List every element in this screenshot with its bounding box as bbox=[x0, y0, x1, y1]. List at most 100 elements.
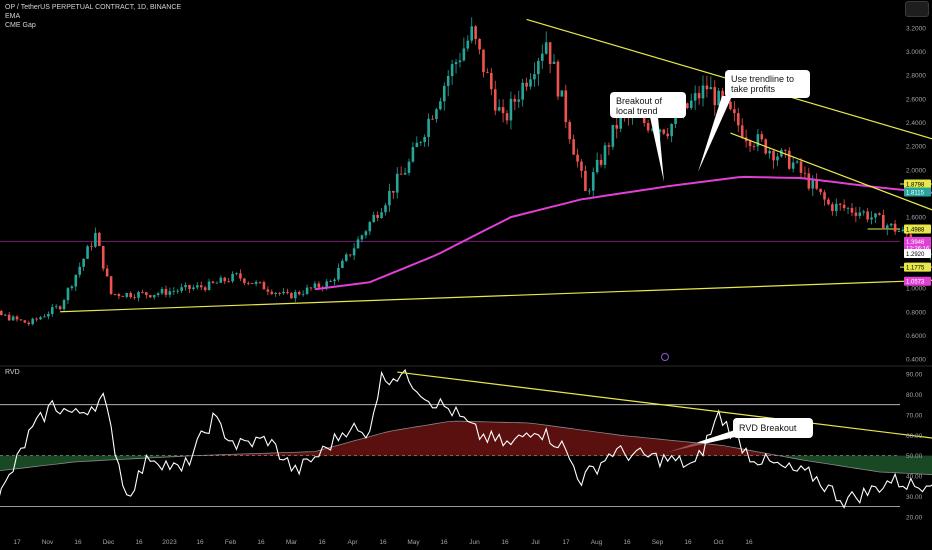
price-tick-label: 2.6000 bbox=[906, 96, 926, 103]
candle bbox=[352, 242, 356, 260]
candle bbox=[419, 140, 423, 146]
candle-body bbox=[729, 101, 732, 110]
candle-body bbox=[803, 172, 807, 174]
candle bbox=[344, 252, 348, 263]
candle bbox=[701, 75, 705, 107]
candle-body bbox=[756, 134, 760, 147]
candle-body bbox=[145, 292, 148, 296]
price-tick-label: 1.0000 bbox=[906, 286, 926, 293]
candle-body bbox=[246, 283, 250, 284]
candle-body bbox=[591, 172, 595, 191]
candle-body bbox=[243, 278, 246, 284]
candle-body bbox=[466, 40, 470, 49]
candle bbox=[752, 143, 756, 151]
candle bbox=[266, 286, 270, 296]
cme-gap-indicator-label[interactable]: CME Gap bbox=[5, 22, 36, 29]
settings-button[interactable] bbox=[905, 1, 929, 17]
time-tick-label: Dec bbox=[103, 539, 115, 546]
candle-body bbox=[211, 281, 215, 283]
callout-pointer-trendline bbox=[698, 96, 732, 172]
candle-body bbox=[47, 313, 50, 317]
candle-body bbox=[736, 113, 740, 126]
candle bbox=[58, 305, 62, 311]
candle bbox=[152, 294, 156, 300]
rvd-ma-area-below bbox=[0, 455, 932, 475]
candle-body bbox=[364, 231, 368, 236]
candle-body bbox=[239, 273, 242, 279]
price-badge-label: 1.0573 bbox=[906, 280, 925, 286]
time-tick-label: Mar bbox=[286, 539, 298, 546]
candle-body bbox=[31, 318, 34, 325]
candle-body bbox=[893, 223, 897, 232]
candle-body bbox=[7, 314, 11, 321]
ema-indicator-label[interactable]: EMA bbox=[5, 13, 21, 20]
candle-body bbox=[603, 145, 607, 165]
candle-body bbox=[329, 281, 332, 283]
candle-body bbox=[721, 90, 724, 100]
candle-body bbox=[689, 100, 693, 108]
candle bbox=[180, 283, 183, 294]
time-tick-label: Feb bbox=[225, 539, 237, 546]
time-tick-label: 16 bbox=[135, 539, 143, 546]
candle bbox=[47, 311, 50, 320]
symbol-title[interactable]: OP / TetherUS PERPETUAL CONTRACT, 1D, BI… bbox=[5, 4, 182, 11]
candle-body bbox=[35, 318, 38, 320]
candle-body bbox=[407, 161, 411, 173]
candle bbox=[529, 73, 532, 90]
candle bbox=[823, 189, 826, 206]
time-tick-label: Sep bbox=[652, 539, 664, 546]
candle-body bbox=[901, 229, 905, 232]
candle-body bbox=[807, 173, 811, 189]
candle-body bbox=[137, 292, 140, 298]
rvd-tick-label: 60.00 bbox=[906, 433, 923, 440]
time-tick-label: Jul bbox=[531, 539, 540, 546]
candle-body bbox=[39, 317, 42, 320]
candle bbox=[662, 128, 666, 136]
candle bbox=[372, 211, 376, 223]
candle-body bbox=[540, 53, 544, 61]
candle bbox=[7, 311, 11, 322]
candle bbox=[435, 107, 438, 123]
candle-body bbox=[403, 172, 407, 175]
candle bbox=[521, 78, 524, 107]
price-tick-label: 3.2000 bbox=[906, 25, 926, 32]
candle bbox=[196, 282, 199, 290]
time-tick-label: Aug bbox=[591, 539, 603, 546]
price-tick-label: 2.4000 bbox=[906, 120, 926, 127]
candle bbox=[380, 207, 383, 219]
time-tick-label: May bbox=[407, 539, 420, 546]
candle bbox=[854, 207, 858, 223]
candle-body bbox=[874, 213, 877, 218]
candle bbox=[15, 315, 19, 322]
candle bbox=[686, 102, 689, 110]
rvd-pane-label[interactable]: RVD bbox=[5, 369, 20, 376]
candle bbox=[776, 152, 779, 167]
candle-body bbox=[419, 142, 423, 143]
rvd-tick-label: 90.00 bbox=[906, 372, 923, 379]
candle bbox=[482, 49, 485, 78]
candle bbox=[787, 147, 791, 170]
candle bbox=[27, 320, 31, 326]
candle-body bbox=[862, 211, 866, 213]
candle bbox=[650, 127, 654, 132]
time-tick-label: 16 bbox=[196, 539, 204, 546]
candle-body bbox=[784, 149, 787, 151]
time-tick-label: 16 bbox=[257, 539, 265, 546]
candle bbox=[897, 229, 901, 232]
candle bbox=[568, 119, 572, 144]
candle bbox=[842, 199, 846, 212]
candle-body bbox=[333, 279, 336, 282]
candle bbox=[3, 313, 7, 317]
price-badge bbox=[904, 276, 931, 286]
candle-body bbox=[121, 296, 125, 297]
candle bbox=[54, 304, 58, 310]
candle-body bbox=[207, 281, 211, 291]
candle-body bbox=[889, 223, 893, 226]
candle-body bbox=[458, 60, 462, 63]
candle bbox=[882, 209, 885, 230]
candle-body bbox=[184, 285, 187, 288]
candle bbox=[858, 206, 862, 219]
candle-body bbox=[572, 139, 575, 155]
candle bbox=[646, 119, 650, 133]
